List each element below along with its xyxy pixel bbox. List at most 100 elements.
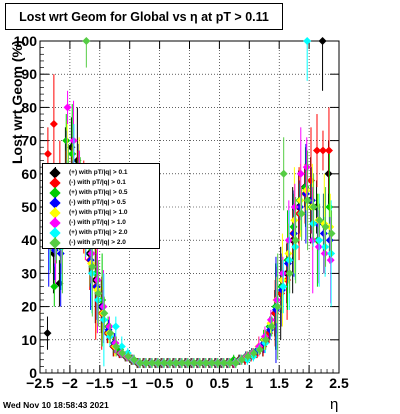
data-point	[303, 37, 312, 45]
legend-entry: (-) with pT/|q| > 2.0	[43, 237, 159, 249]
x-tick-label: −0.5	[146, 375, 174, 391]
data-point	[309, 203, 318, 211]
data-point	[124, 352, 133, 361]
data-point	[154, 359, 163, 368]
y-tick-label: 20	[21, 299, 37, 315]
data-point	[55, 279, 64, 288]
data-point	[50, 282, 59, 291]
x-tick-label: 1	[245, 375, 253, 391]
data-point	[49, 120, 58, 128]
data-point	[172, 359, 181, 368]
data-point	[307, 176, 316, 185]
x-tick-label: 0.5	[210, 375, 230, 391]
legend-label: (+) with pT/|q| > 1.0	[69, 209, 128, 216]
data-point	[63, 103, 72, 112]
data-point	[207, 359, 216, 368]
y-tick-label: 90	[21, 66, 37, 82]
data-point	[117, 342, 126, 351]
data-point	[213, 359, 222, 368]
legend-label: (-) with pT/|q| > 0.1	[69, 179, 126, 186]
data-point	[279, 169, 288, 178]
data-point	[142, 359, 151, 368]
legend-label: (-) with pT/|q| > 0.5	[69, 199, 126, 206]
y-axis-label: Lost wrt Geom (%)	[9, 40, 25, 164]
chart-title: Lost wrt Geom for Global vs η at pT > 0.…	[19, 9, 269, 24]
data-point	[231, 359, 240, 368]
legend-entry: (-) with pT/|q| > 1.0	[43, 217, 159, 229]
tick-labels: −2.5 −2 −1.5 −1 −0.5 0 0.5 1 1.5 2 2.5 0 10 20 30 40 50 6…	[14, 33, 349, 391]
data-point	[112, 342, 121, 351]
data-point	[118, 349, 127, 358]
y-tick-label: 100	[14, 33, 38, 49]
legend-label: (+) with pT/|q| > 0.5	[69, 189, 128, 196]
legend-label: (-) with pT/|q| > 1.0	[69, 219, 126, 226]
data-point	[68, 149, 77, 158]
data-point	[297, 209, 306, 218]
data-point	[184, 359, 193, 368]
x-tick-label: 2.5	[329, 375, 349, 391]
data-point	[267, 322, 276, 331]
data-point	[43, 329, 52, 338]
data-point	[318, 37, 327, 45]
data-point	[321, 222, 330, 231]
data-point	[178, 359, 187, 368]
data-point	[327, 229, 336, 238]
data-point	[249, 349, 258, 358]
data-point	[225, 359, 234, 368]
y-tick-label: 60	[21, 166, 37, 182]
data-point	[136, 359, 145, 368]
legend-entry: (-) with pT/|q| > 0.5	[43, 197, 159, 209]
data-point	[279, 282, 288, 291]
data-point	[296, 169, 305, 178]
data-point	[219, 359, 228, 368]
legend-marker	[49, 237, 61, 249]
y-tick-label: 50	[21, 199, 37, 215]
x-tick-label: −1.5	[86, 375, 114, 391]
legend-entry: (+) with pT/|q| > 2.0	[43, 227, 159, 239]
data-point	[261, 335, 270, 344]
legend-label: (+) with pT/|q| > 2.0	[69, 229, 128, 236]
data-point	[43, 149, 52, 158]
data-point	[290, 203, 299, 211]
x-tick-label: −2	[62, 375, 78, 391]
y-tick-label: 80	[21, 99, 37, 115]
x-tick-label: −2.5	[26, 375, 54, 391]
data-point	[302, 163, 311, 172]
data-point	[195, 359, 204, 368]
data-point	[160, 359, 169, 368]
y-tick-label: 0	[29, 365, 37, 381]
data-point	[315, 236, 324, 245]
data-point	[130, 355, 139, 364]
x-tick-label: 1.5	[269, 375, 289, 391]
legend-entry: (+) with pT/|q| > 1.0	[43, 207, 159, 219]
legend-entry: (+) with pT/|q| > 0.1	[43, 167, 159, 179]
y-tick-label: 70	[21, 133, 37, 149]
data-point	[243, 352, 252, 361]
x-tick-label: 0	[186, 375, 194, 391]
y-tick-label: 40	[21, 232, 37, 248]
data-point	[100, 309, 109, 318]
data-point	[166, 359, 175, 368]
chart-title-box: Lost wrt Geom for Global vs η at pT > 0.…	[5, 3, 283, 30]
data-point	[325, 203, 334, 211]
legend-entry: (+) with pT/|q| > 0.5	[43, 187, 159, 199]
data-point	[82, 37, 91, 45]
data-point	[201, 359, 210, 368]
data-point	[111, 322, 120, 331]
data-point	[318, 146, 327, 155]
data-point	[273, 302, 282, 311]
data-point	[94, 289, 103, 298]
datestamp: Wed Nov 10 18:58:43 2021	[3, 400, 109, 410]
x-axis-label: η	[330, 396, 339, 413]
data-point	[148, 359, 157, 368]
data-point	[237, 355, 246, 364]
legend-entry: (-) with pT/|q| > 0.1	[43, 177, 159, 189]
data-point	[312, 146, 321, 155]
legend-label: (-) with pT/|q| > 2.0	[69, 239, 126, 246]
data-point	[88, 262, 97, 271]
y-tick-label: 30	[21, 265, 37, 281]
data-point	[303, 196, 312, 205]
data-point	[189, 359, 198, 368]
data-point	[324, 146, 333, 155]
data-point	[315, 216, 324, 225]
